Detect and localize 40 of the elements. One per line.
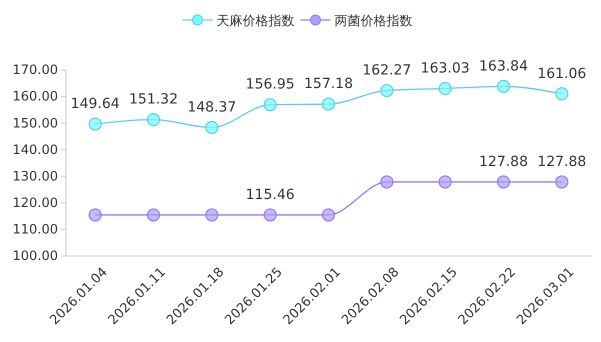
y-tick-label: 160.00 xyxy=(12,90,58,105)
point xyxy=(264,98,277,112)
y-tick-label: 110.00 xyxy=(12,222,58,238)
point xyxy=(555,175,568,189)
data-label: 157.18 xyxy=(304,76,353,92)
data-label: 115.46 xyxy=(246,186,295,203)
data-label: 151.32 xyxy=(129,92,178,108)
data-label: 161.06 xyxy=(537,66,586,82)
point xyxy=(322,208,336,222)
point xyxy=(496,80,510,93)
y-tick-label: 140.00 xyxy=(12,142,58,158)
data-label: 163.84 xyxy=(479,58,528,74)
data-label: 127.88 xyxy=(479,154,528,170)
point xyxy=(88,208,102,222)
data-label: 127.88 xyxy=(537,154,586,170)
data-label: 148.37 xyxy=(187,99,236,116)
data-label: 162.27 xyxy=(362,62,412,79)
point xyxy=(496,175,510,189)
point xyxy=(264,208,277,222)
point xyxy=(205,208,218,222)
point xyxy=(322,97,336,111)
data-label: 156.95 xyxy=(246,76,295,93)
data-label: 149.64 xyxy=(70,96,120,112)
point xyxy=(380,84,394,98)
point xyxy=(146,113,160,126)
legend-label: 天麻价格指数 xyxy=(216,14,294,29)
point xyxy=(555,87,568,100)
point xyxy=(205,120,218,134)
point xyxy=(438,82,452,96)
point xyxy=(146,208,160,222)
point xyxy=(438,175,452,189)
y-tick-label: 120.00 xyxy=(12,196,58,212)
data-label: 163.03 xyxy=(420,60,470,77)
point xyxy=(380,175,394,189)
point xyxy=(88,118,102,131)
y-tick-label: 100.00 xyxy=(12,249,58,264)
legend-label: 两菌价格指数 xyxy=(334,14,412,29)
y-tick-label: 130.00 xyxy=(12,169,58,184)
y-tick-label: 170.00 xyxy=(12,63,58,78)
y-tick-label: 150.00 xyxy=(12,116,58,132)
